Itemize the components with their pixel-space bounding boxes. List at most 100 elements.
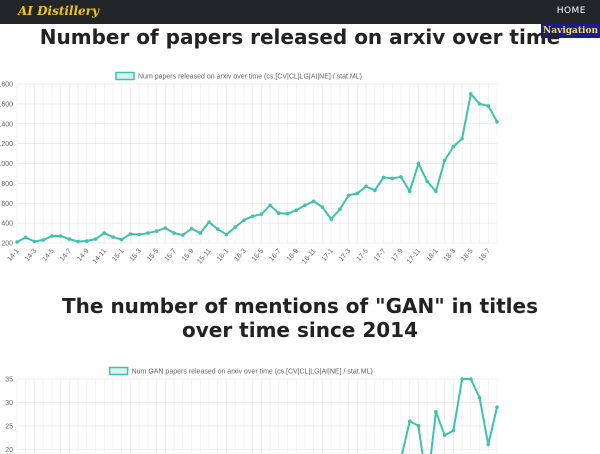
x-tick-label: 18-5 (460, 248, 474, 263)
point (399, 175, 403, 179)
y-tick-label: 30 (5, 400, 13, 407)
x-tick-label: 17-3 (338, 248, 352, 263)
point (390, 176, 395, 181)
point (207, 220, 211, 224)
nav-link[interactable]: HOME (556, 6, 586, 16)
chart: 05101520253035Num GAN papers released on… (5, 366, 499, 454)
point (460, 377, 464, 381)
point (364, 184, 368, 189)
point (198, 231, 203, 235)
point (294, 208, 299, 213)
y-tick-label: 1800 (0, 82, 13, 89)
x-tick-label: 17-1 (321, 248, 335, 263)
point (338, 207, 342, 212)
point (407, 419, 412, 423)
x-tick-label: 14-11 (92, 248, 109, 266)
chart-title: The number of mentions of "GAN" in title… (62, 294, 538, 342)
navigation-button[interactable]: Navigation (541, 24, 600, 38)
y-tick-label: 1000 (0, 161, 13, 168)
x-tick-label: 14-5 (41, 248, 55, 263)
point (215, 227, 220, 231)
point (460, 136, 464, 141)
point (189, 226, 194, 231)
x-tick-label: 16-5 (251, 248, 265, 263)
point (250, 214, 255, 218)
legend-swatch (115, 71, 135, 81)
point (154, 229, 159, 233)
point (277, 211, 281, 215)
chart-title: Number of papers released on arxiv over … (39, 25, 561, 49)
point (67, 237, 72, 241)
point (495, 119, 499, 124)
y-tick-label: 1600 (0, 101, 13, 108)
legend-swatch (108, 366, 129, 376)
point (15, 240, 19, 244)
point (93, 237, 98, 241)
legend-label: Num papers released on arxiv over time (… (138, 74, 362, 81)
point (111, 235, 115, 239)
point (85, 239, 89, 243)
x-tick-label: 17-5 (356, 248, 370, 263)
x-tick-label: 15-1 (111, 248, 125, 263)
point (425, 179, 429, 184)
point (268, 203, 272, 208)
x-tick-label: 14-1 (6, 248, 20, 263)
x-tick-label: 15-5 (146, 248, 160, 263)
line (401, 378, 498, 454)
point (58, 234, 63, 238)
point (320, 205, 325, 210)
x-tick-label: 16-3 (233, 248, 247, 263)
point (442, 158, 447, 163)
point (329, 217, 333, 221)
line (16, 91, 498, 243)
point (442, 433, 447, 438)
y-tick-label: 800 (1, 181, 13, 188)
point (137, 232, 141, 237)
brand[interactable]: AI Distillery (18, 4, 99, 18)
x-tick-label: 15-7 (164, 248, 178, 263)
y-tick-label: 1400 (0, 121, 13, 128)
point (407, 189, 412, 194)
point (181, 233, 185, 237)
point (32, 239, 37, 244)
y-tick-label: 1200 (0, 141, 13, 148)
point (242, 218, 246, 222)
x-tick-label: 17-9 (390, 248, 404, 263)
x-tick-label: 15-11 (196, 248, 213, 266)
x-tick-label: 15-3 (129, 248, 143, 263)
y-tick-label: 400 (1, 221, 13, 228)
y-tick-label: 200 (1, 241, 13, 248)
x-tick-label: 14-3 (24, 248, 38, 263)
x-tick-label: 16-7 (268, 248, 282, 263)
point (146, 231, 150, 235)
point (119, 237, 124, 242)
point (259, 212, 264, 216)
point (477, 102, 482, 106)
point (172, 231, 176, 235)
point (233, 225, 237, 229)
point (434, 189, 438, 194)
point (128, 232, 133, 236)
point (477, 395, 482, 400)
point (23, 235, 28, 240)
point (451, 144, 456, 149)
point (163, 226, 168, 230)
x-tick-label: 16-1 (216, 248, 230, 263)
point (224, 232, 229, 237)
point (495, 405, 499, 409)
x-tick-label: 17-7 (373, 248, 387, 263)
point (416, 424, 421, 428)
y-tick-label: 35 (5, 377, 13, 384)
point (355, 191, 360, 196)
point (102, 231, 107, 235)
point (486, 104, 491, 108)
x-tick-label: 15-9 (181, 248, 195, 263)
point (469, 377, 473, 381)
point (76, 239, 80, 244)
point (416, 161, 421, 166)
x-tick-label: 18-7 (478, 248, 492, 263)
chart: 200 400 600 800 1000 1200 1400 1600 1800 14-1 14-3… (0, 71, 499, 266)
x-tick-label: 16-11 (301, 248, 318, 266)
x-tick-label: 18-1 (425, 248, 439, 263)
